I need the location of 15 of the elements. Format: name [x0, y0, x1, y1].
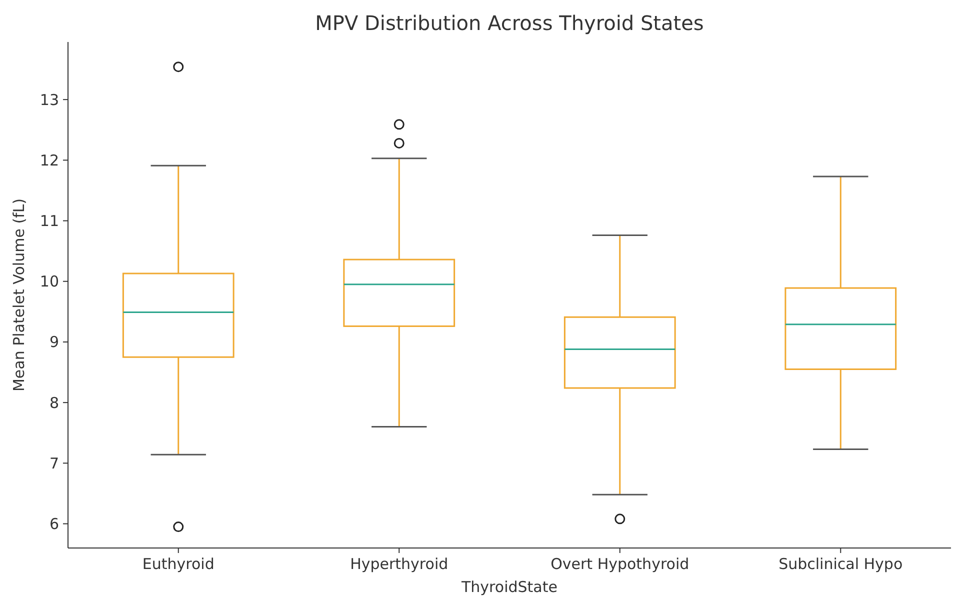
y-tick-label: 7: [49, 454, 59, 472]
x-tick-label: Hyperthyroid: [350, 555, 448, 573]
x-tick-label: Euthyroid: [142, 555, 214, 573]
y-tick-label: 10: [40, 272, 59, 291]
y-axis-title: Mean Platelet Volume (fL): [10, 198, 28, 392]
y-tick-label: 9: [49, 333, 59, 352]
y-tick-label: 8: [49, 394, 59, 412]
y-tick-label: 13: [40, 90, 59, 109]
y-tick-label: 12: [40, 151, 59, 170]
x-tick-label: Subclinical Hypo: [778, 555, 903, 573]
y-tick-label: 6: [49, 515, 59, 534]
chart-title: MPV Distribution Across Thyroid States: [315, 11, 704, 35]
x-tick-label: Overt Hypothyroid: [550, 555, 690, 573]
y-tick-label: 11: [40, 212, 59, 230]
x-axis-title: ThyroidState: [460, 578, 558, 596]
